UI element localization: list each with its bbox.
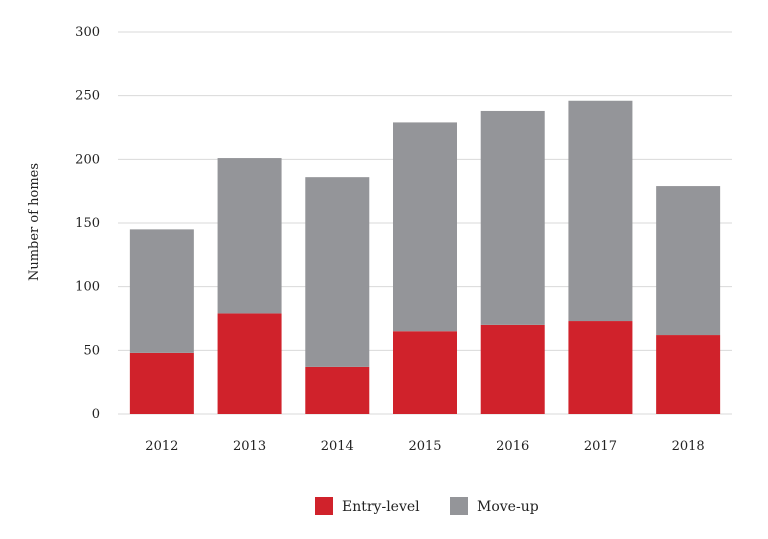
bar-segment-entry-level xyxy=(393,331,457,414)
legend: Entry-level Move-up xyxy=(315,497,539,515)
bar-segment-move-up xyxy=(305,177,370,367)
y-axis: 0 50 100 150 200 250 300 xyxy=(75,25,100,422)
x-tick-label: 2014 xyxy=(321,439,354,454)
y-tick-label: 250 xyxy=(75,89,100,104)
x-tick-label: 2017 xyxy=(584,439,617,454)
bar-segment-entry-level xyxy=(480,324,545,414)
bar-segment-move-up xyxy=(480,110,545,325)
bar-segment-entry-level xyxy=(305,366,370,414)
x-tick-label: 2018 xyxy=(672,439,705,454)
x-tick-label: 2012 xyxy=(145,439,178,454)
bar-segment-move-up xyxy=(656,186,721,336)
bar-segment-entry-level xyxy=(217,313,282,414)
y-tick-label: 150 xyxy=(75,216,100,231)
bar-segment-entry-level xyxy=(568,321,633,414)
bar-segment-move-up xyxy=(393,122,457,332)
bar-segment-move-up xyxy=(568,100,633,322)
legend-label: Move-up xyxy=(477,499,539,515)
y-tick-label: 100 xyxy=(75,280,100,295)
y-tick-label: 50 xyxy=(83,343,100,358)
x-tick-label: 2013 xyxy=(233,439,266,454)
bar-segment-entry-level xyxy=(129,352,194,414)
y-tick-label: 200 xyxy=(75,152,100,167)
x-tick-label: 2015 xyxy=(408,439,441,454)
bar-segment-move-up xyxy=(129,229,194,353)
y-axis-title: Number of homes xyxy=(27,163,42,281)
legend-swatch xyxy=(450,497,468,515)
y-tick-label: 0 xyxy=(92,407,100,422)
y-tick-label: 300 xyxy=(75,25,100,40)
legend-label: Entry-level xyxy=(342,499,420,515)
bar-segment-entry-level xyxy=(656,335,721,414)
legend-swatch xyxy=(315,497,333,515)
x-tick-label: 2016 xyxy=(496,439,529,454)
bar-segment-move-up xyxy=(217,158,282,314)
bars xyxy=(129,100,721,414)
x-axis: 2012 2013 2014 2015 2016 2017 2018 xyxy=(145,439,704,454)
